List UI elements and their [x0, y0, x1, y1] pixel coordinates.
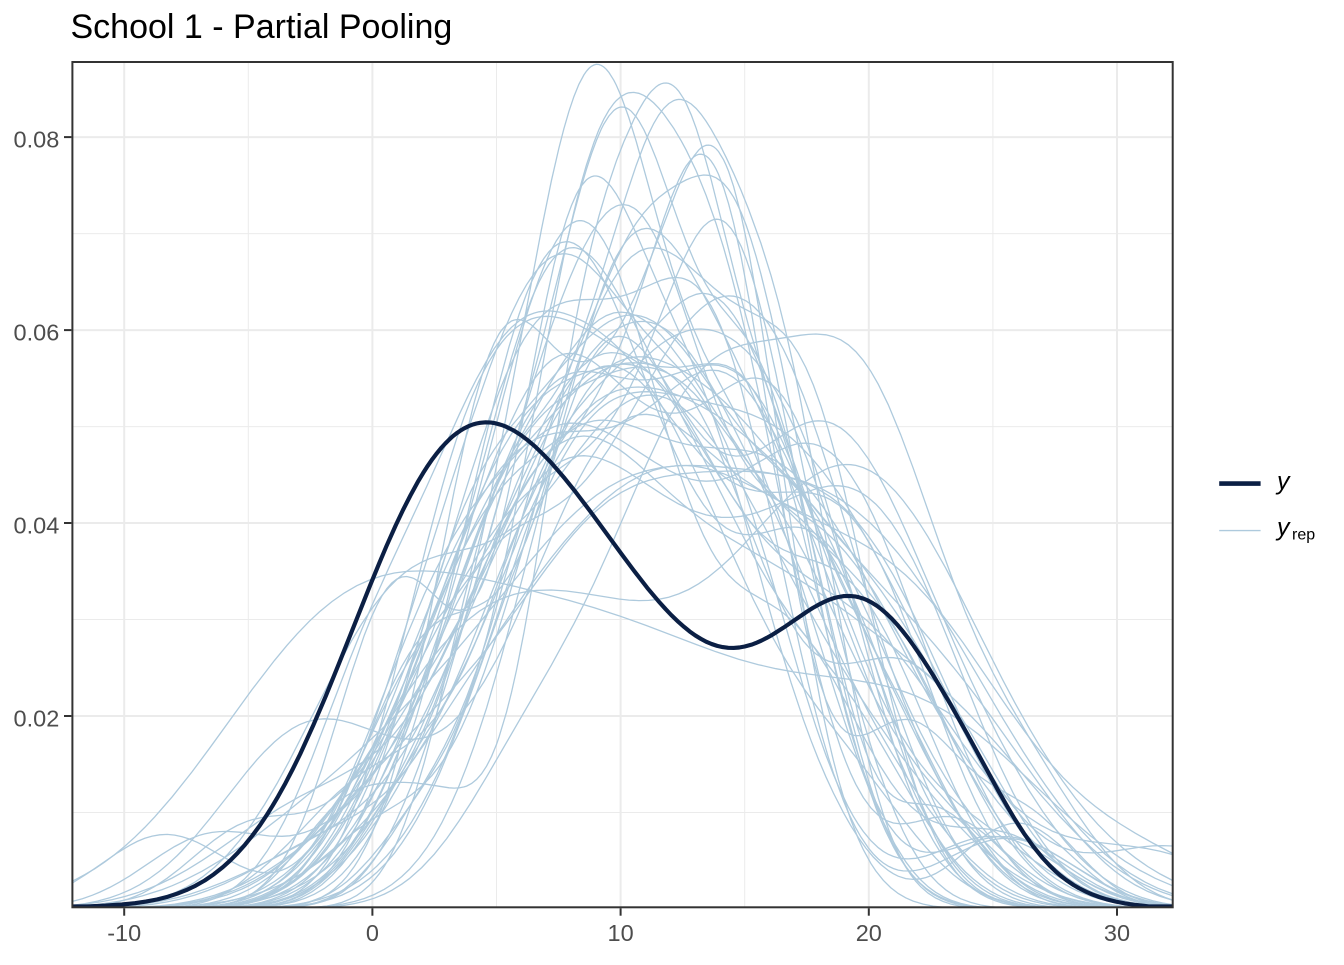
svg-text:30: 30 — [1104, 920, 1130, 946]
svg-text:y: y — [1275, 514, 1291, 542]
svg-text:0.02: 0.02 — [14, 705, 60, 731]
svg-text:y: y — [1275, 468, 1291, 496]
svg-text:School 1 - Partial Pooling: School 1 - Partial Pooling — [71, 8, 453, 46]
svg-text:0.06: 0.06 — [14, 319, 60, 345]
svg-text:0: 0 — [366, 920, 379, 946]
svg-text:0.08: 0.08 — [14, 126, 60, 152]
svg-text:-10: -10 — [107, 920, 141, 946]
svg-text:10: 10 — [608, 920, 634, 946]
svg-text:0.04: 0.04 — [14, 512, 60, 538]
svg-text:20: 20 — [856, 920, 882, 946]
svg-text:rep: rep — [1292, 526, 1315, 543]
